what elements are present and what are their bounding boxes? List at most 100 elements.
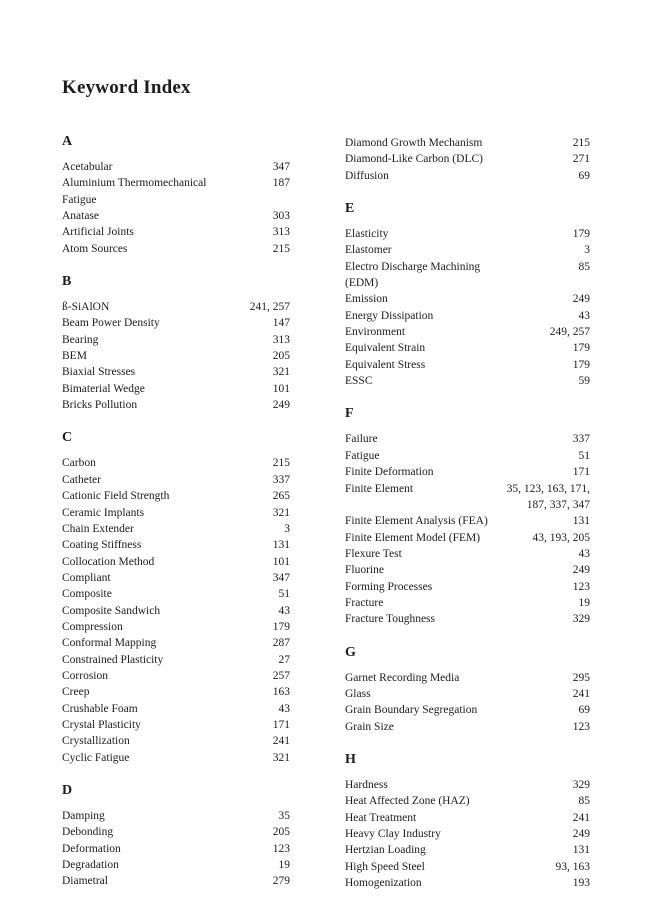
entry-pages: 347 <box>272 571 290 584</box>
index-entry: Diamond Growth Mechanism 215 <box>345 135 590 151</box>
index-entry: Beam Power Density 147 <box>62 315 290 331</box>
entry-pages: 19 <box>278 859 291 872</box>
entry-term: Atom Sources <box>62 242 128 255</box>
entry-pages: 131 <box>272 539 290 552</box>
entry-pages: 249, 257 <box>549 326 590 339</box>
entry-term: Elastomer <box>345 244 392 257</box>
section-letter: A <box>62 134 73 149</box>
entry-term: Deformation <box>62 842 121 855</box>
entry-pages: 35 <box>278 810 291 822</box>
index-entry: Catheter 337 <box>62 472 290 488</box>
index-entry: Debonding 205 <box>62 824 290 840</box>
entry-pages: 265 <box>272 490 290 503</box>
entry-term: Garnet Recording Media <box>345 671 460 684</box>
entry-pages: 163 <box>272 686 290 699</box>
index-entry: Environment 249, 257 <box>345 324 590 340</box>
index-entry: Hardness 329 <box>345 777 590 793</box>
index-entry: Composite 51 <box>62 586 290 602</box>
entry-term: Heat Affected Zone (HAZ) <box>345 795 470 808</box>
index-entry: Cationic Field Strength 265 <box>62 488 290 504</box>
entry-term: Forming Processes <box>345 580 433 593</box>
index-entry: BEM 205 <box>62 348 290 364</box>
index-section-c: C Carbon 215 Catheter 337 Cationic Field Stre… <box>62 431 290 766</box>
entry-term: Composite Sandwich <box>62 604 161 617</box>
index-entry: ESSC 59 <box>345 373 590 389</box>
entry-term: High Speed Steel <box>345 860 425 873</box>
index-section-d: D Damping 35 Debonding 205 Deformation 123 Degr… <box>62 784 290 890</box>
index-entry: Atom Sources 215 <box>62 241 290 257</box>
entry-pages: 249 <box>572 293 590 306</box>
entry-pages: 249 <box>272 399 290 412</box>
index-entry: Anatase 303 <box>62 208 290 224</box>
entry-term: Diamond Growth Mechanism <box>345 137 483 149</box>
index-entry: Creep 163 <box>62 684 290 700</box>
entry-pages: 205 <box>272 826 290 839</box>
entry-term: Crystallization <box>62 735 130 748</box>
index-entry: Fluorine 249 <box>345 562 590 578</box>
entry-pages: 337 <box>572 433 590 446</box>
index-entry: Finite Deformation 171 <box>345 464 590 480</box>
index-entry: Compliant 347 <box>62 570 290 586</box>
entry-term: Failure <box>345 433 378 446</box>
entry-pages: 241, 257 <box>249 301 290 314</box>
index-entry: Bricks Pollution 249 <box>62 397 290 413</box>
entry-term: Diffusion <box>345 169 389 182</box>
entry-pages: 179 <box>572 358 590 371</box>
entry-pages: 123 <box>572 720 590 733</box>
entry-pages: 123 <box>272 842 290 855</box>
index-entry: Finite Element Model (FEM) 43, 193, 205 <box>345 530 590 546</box>
index-column-right: Diamond Growth Mechanism 215 Diamond-Like … <box>345 111 590 891</box>
index-entry: Grain Boundary Segregation 69 <box>345 702 590 718</box>
entry-pages: 303 <box>272 210 290 223</box>
entry-pages: 241 <box>572 811 590 824</box>
entry-pages: 43 <box>578 309 591 322</box>
entry-term: Fluorine <box>345 564 384 577</box>
index-entry: Aluminium Thermomechanical Fatigue 187 <box>62 175 290 208</box>
entry-pages: 271 <box>572 153 590 166</box>
entry-pages: 27 <box>278 653 291 666</box>
entry-pages: 19 <box>578 596 591 609</box>
index-entry: Homogenization 193 <box>345 875 590 891</box>
index-entry: Emission 249 <box>345 291 590 307</box>
index-entry: Finite Element Analysis (FEA) 131 <box>345 513 590 529</box>
entry-pages: 215 <box>272 242 290 255</box>
index-entry: Garnet Recording Media 295 <box>345 670 590 686</box>
entry-term: Heavy Clay Industry <box>345 828 441 840</box>
entry-term: Debonding <box>62 826 114 839</box>
entry-pages: 241 <box>272 735 290 748</box>
index-entry: Heat Affected Zone (HAZ) 85 <box>345 793 590 809</box>
index-entry: Glass 241 <box>345 686 590 702</box>
entry-pages: 329 <box>572 613 590 626</box>
section-letter: D <box>62 783 73 798</box>
entry-pages: 179 <box>572 342 590 355</box>
entry-term: Energy Dissipation <box>345 309 434 322</box>
entry-pages: 241 <box>572 687 590 700</box>
entry-term: Fatigue <box>345 449 380 462</box>
entry-pages: 347 <box>272 161 290 173</box>
entry-pages: 85 <box>578 260 591 273</box>
index-entry: Heat Treatment 241 <box>345 810 590 826</box>
entry-term: Hertzian Loading <box>345 844 426 857</box>
entry-term: BEM <box>62 350 87 363</box>
index-entry: Bearing 313 <box>62 332 290 348</box>
index-entry: Conformal Mapping 287 <box>62 635 290 651</box>
entry-pages: 257 <box>272 669 290 682</box>
index-entry: Degradation 19 <box>62 857 290 873</box>
entry-term: Degradation <box>62 859 119 872</box>
index-entry: Elastomer 3 <box>345 242 590 258</box>
entry-term: Creep <box>62 686 90 699</box>
index-entry: Chain Extender 3 <box>62 521 290 537</box>
entry-pages: 43 <box>278 604 291 617</box>
entry-pages: 321 <box>272 751 290 764</box>
entry-pages: 329 <box>572 778 590 791</box>
entry-pages: 59 <box>578 375 591 388</box>
entry-term: Crystal Plasticity <box>62 718 141 731</box>
entry-pages: 147 <box>272 317 290 330</box>
index-section-continued: Diamond Growth Mechanism 215 Diamond-Like … <box>345 135 590 184</box>
entry-term: Glass <box>345 687 371 700</box>
entry-pages: 131 <box>572 844 590 857</box>
entry-pages: 295 <box>572 671 590 684</box>
index-entry: Bimaterial Wedge 101 <box>62 381 290 397</box>
entry-pages: 337 <box>272 473 290 486</box>
